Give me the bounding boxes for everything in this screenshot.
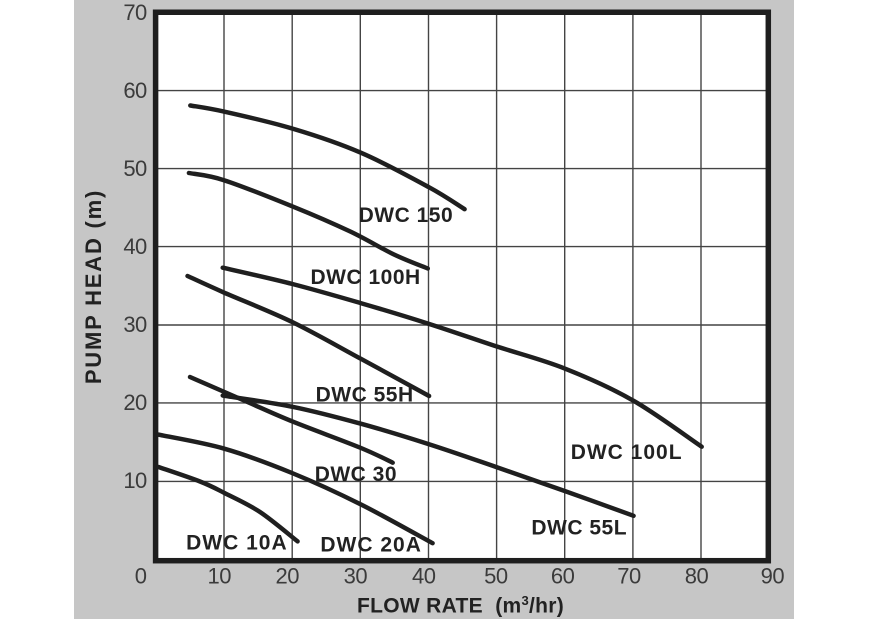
svg-text:DWC 100L: DWC 100L — [571, 441, 683, 464]
svg-text:DWC 10A: DWC 10A — [186, 532, 288, 555]
svg-text:FLOW RATE (m3/hr): FLOW RATE (m3/hr) — [357, 593, 564, 618]
svg-text:PUMP HEAD (m): PUMP HEAD (m) — [81, 189, 106, 384]
svg-text:90: 90 — [761, 564, 785, 589]
svg-text:50: 50 — [484, 564, 508, 589]
svg-text:60: 60 — [123, 78, 147, 103]
svg-text:DWC 55H: DWC 55H — [316, 383, 414, 406]
svg-text:DWC 30: DWC 30 — [315, 463, 397, 486]
svg-text:20: 20 — [276, 564, 300, 589]
svg-text:DWC 150: DWC 150 — [359, 204, 454, 227]
svg-text:10: 10 — [207, 564, 231, 589]
svg-text:40: 40 — [123, 234, 147, 259]
svg-text:40: 40 — [412, 564, 436, 589]
svg-text:80: 80 — [685, 564, 709, 589]
svg-text:DWC 100H: DWC 100H — [311, 266, 421, 289]
svg-text:70: 70 — [123, 0, 147, 25]
svg-text:20: 20 — [123, 390, 147, 415]
svg-text:0: 0 — [135, 564, 147, 589]
svg-text:30: 30 — [344, 564, 368, 589]
svg-text:60: 60 — [551, 564, 575, 589]
svg-text:DWC 55L: DWC 55L — [531, 517, 627, 540]
svg-text:70: 70 — [617, 564, 641, 589]
svg-text:DWC 20A: DWC 20A — [320, 534, 422, 557]
svg-text:50: 50 — [123, 156, 147, 181]
svg-text:30: 30 — [123, 312, 147, 337]
svg-text:10: 10 — [123, 468, 147, 493]
